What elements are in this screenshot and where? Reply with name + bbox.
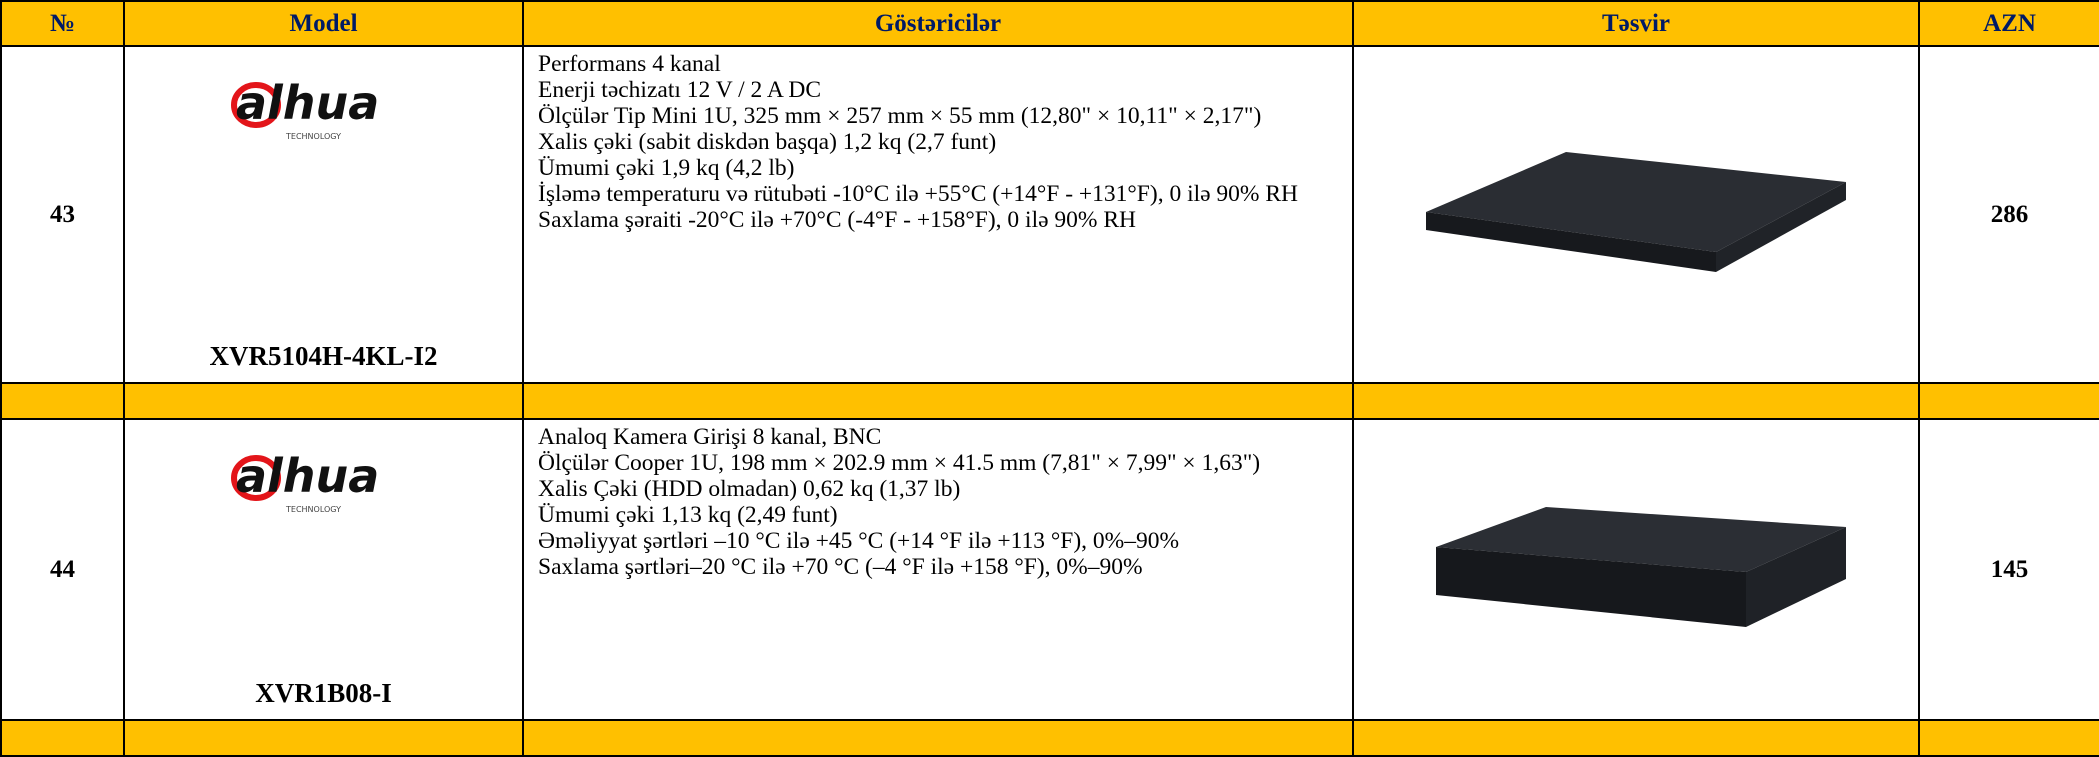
header-cell: № (0, 0, 125, 47)
product-image (1436, 507, 1846, 627)
table-body: 43 alhua TECHNOLOGY XVR5104H-4KL-I2 Performa… (0, 45, 2099, 757)
spec-line: Ümumi çəki 1,9 kq (4,2 lb) (538, 155, 795, 181)
spec-line: İşləmə temperaturu və rütubəti -10°C ilə… (538, 181, 1299, 207)
spec-line: Saxlama şərtləri–20 °C ilə +70 °C (–4 °F… (538, 554, 1143, 580)
device-side (1716, 182, 1846, 272)
separator-cell (123, 382, 524, 420)
device-top (1436, 507, 1846, 572)
specs-cell: Performans 4 kanal Enerji təchizatı 12 V … (522, 45, 1354, 384)
image-cell (1352, 418, 1920, 721)
spec-line: Xalis çəki (sabit diskdən başqa) 1,2 kq … (538, 129, 997, 155)
model-name: XVR5104H-4KL-I2 (209, 341, 438, 371)
spec-line: Əməliyyat şərtləri –10 °C ilə +45 °C (+1… (538, 528, 1180, 554)
separator-cell (0, 719, 125, 757)
separator-cell (1918, 719, 2099, 757)
brand-logo: alhua TECHNOLOGY (230, 449, 379, 514)
spec-line: Ölçülər Cooper 1U, 198 mm × 202.9 mm × 4… (538, 450, 1261, 476)
device-front (1436, 547, 1746, 627)
device-side (1746, 527, 1846, 627)
spec-line: Enerji təchizatı 12 V / 2 A DC (538, 77, 822, 103)
specs-cell: Analoq Kamera Girişi 8 kanal, BNC Ölçülər… (522, 418, 1354, 721)
model-cell: alhua TECHNOLOGY XVR5104H-4KL-I2 (123, 45, 524, 384)
spec-line: Ümumi çəki 1,13 kq (2,49 funt) (538, 502, 838, 528)
logo-ring (230, 455, 281, 501)
product-image (1426, 152, 1846, 272)
header-cell: Göstəricilər (522, 0, 1354, 47)
separator-cell (1352, 719, 1920, 757)
separator-cell (123, 719, 524, 757)
spec-line: Analoq Kamera Girişi 8 kanal, BNC (538, 424, 882, 450)
logo-brand: alhua (236, 449, 379, 503)
product-row: 44 alhua TECHNOLOGY XVR1B08-I Analoq Kamera … (0, 418, 2099, 721)
header-cell: AZN (1918, 0, 2099, 47)
header-row: № Model Göstəricilər Təsvir AZN (0, 0, 2099, 47)
separator-cell (1352, 382, 1920, 420)
device-top (1426, 152, 1846, 252)
model-name: XVR1B08-I (255, 678, 392, 708)
logo-sub: TECHNOLOGY (285, 505, 341, 514)
separator-row (0, 719, 2099, 757)
spec-line: Ölçülər Tip Mini 1U, 325 mm × 257 mm × 5… (538, 103, 1262, 129)
spec-line: Saxlama şəraiti -20°C ilə +70°C (-4°F - … (538, 207, 1136, 233)
product-row: 43 alhua TECHNOLOGY XVR5104H-4KL-I2 Performa… (0, 45, 2099, 384)
brand-logo: alhua TECHNOLOGY (230, 76, 379, 141)
separator-cell (522, 719, 1354, 757)
header-cell: Model (123, 0, 524, 47)
spec-line: Performans 4 kanal (538, 51, 721, 77)
row-number: 43 (0, 45, 125, 384)
separator-cell (522, 382, 1354, 420)
model-cell: alhua TECHNOLOGY XVR1B08-I (123, 418, 524, 721)
logo-brand: alhua (236, 76, 379, 130)
price: 145 (1918, 418, 2099, 721)
price: 286 (1918, 45, 2099, 384)
device-front (1426, 212, 1716, 272)
separator-cell (0, 382, 125, 420)
header-cell: Təsvir (1352, 0, 1920, 47)
logo-sub: TECHNOLOGY (285, 132, 341, 141)
row-number: 44 (0, 418, 125, 721)
image-cell (1352, 45, 1920, 384)
logo-ring (230, 82, 281, 128)
separator-cell (1918, 382, 2099, 420)
separator-row (0, 382, 2099, 420)
spec-line: Xalis Çəki (HDD olmadan) 0,62 kq (1,37 l… (538, 476, 961, 502)
